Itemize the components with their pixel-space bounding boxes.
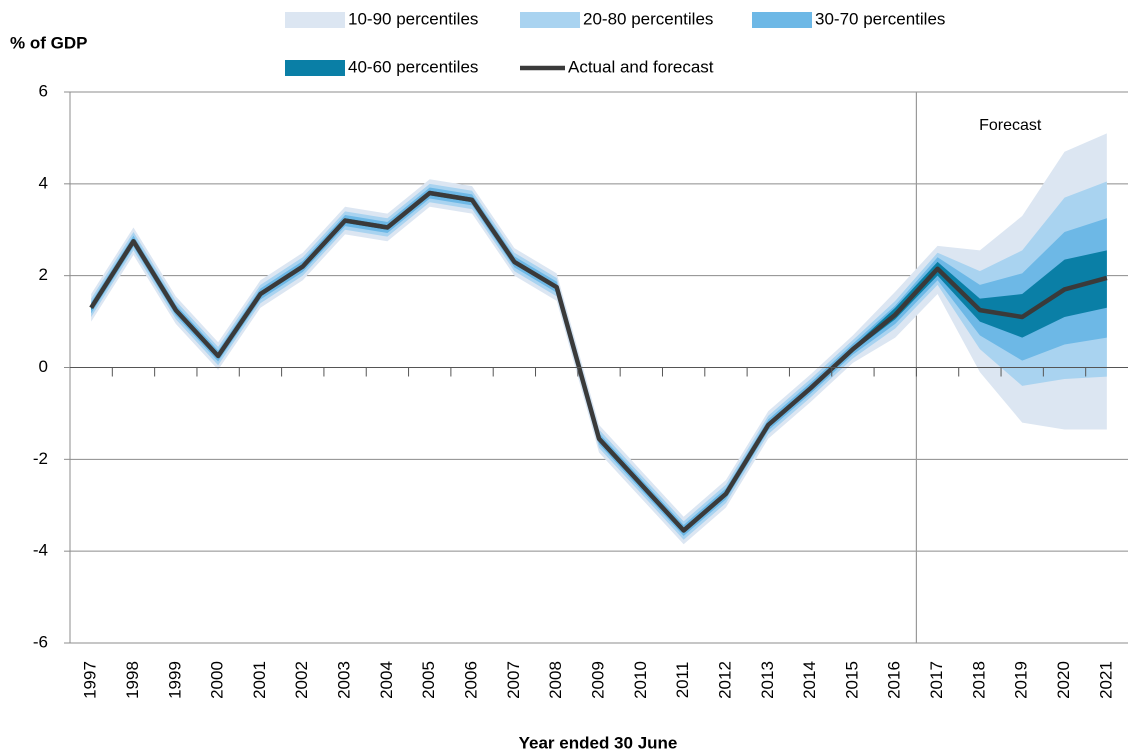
x-tick-label: 1999 — [165, 661, 184, 699]
x-tick-label: 2008 — [546, 661, 565, 699]
y-tick-label: -6 — [33, 632, 48, 651]
legend-swatch — [752, 12, 812, 28]
fan-band — [91, 190, 1107, 533]
x-tick-label: 2010 — [631, 661, 650, 699]
fan-band — [91, 187, 1107, 537]
legend-label: 40-60 percentiles — [348, 57, 478, 76]
y-axis-title: % of GDP — [10, 33, 87, 52]
x-tick-label: 2014 — [800, 661, 819, 699]
x-tick-label: 2015 — [842, 661, 861, 699]
y-tick-label: -4 — [33, 541, 48, 560]
x-tick-label: 1997 — [81, 661, 100, 699]
legend-swatch — [285, 60, 345, 76]
x-tick-label: 1998 — [123, 661, 142, 699]
x-tick-label: 2002 — [292, 661, 311, 699]
x-tick-label: 2005 — [419, 661, 438, 699]
legend-label: 30-70 percentiles — [815, 9, 945, 28]
x-axis-title: Year ended 30 June — [519, 733, 678, 752]
legend-swatch — [285, 12, 345, 28]
fan-band — [91, 181, 1107, 540]
line — [89, 190, 1108, 533]
x-tick-label: 2018 — [969, 661, 988, 699]
x-tick-label: 2016 — [885, 661, 904, 699]
x-tick-label: 2007 — [504, 661, 523, 699]
x-tick-label: 2000 — [208, 661, 227, 699]
x-tick-label: 2006 — [462, 661, 481, 699]
x-tick-label: 2003 — [335, 661, 354, 699]
legend-label: Actual and forecast — [568, 57, 714, 76]
x-tick-label: 2004 — [377, 661, 396, 699]
fan-band — [91, 133, 1107, 545]
legend-label: 20-80 percentiles — [583, 9, 713, 28]
x-tick-label: 2001 — [250, 661, 269, 699]
y-tick-label: 4 — [39, 173, 48, 192]
legend-label: 10-90 percentiles — [348, 9, 478, 28]
legend-swatch — [520, 12, 580, 28]
x-tick-label: 2017 — [927, 661, 946, 699]
x-tick-label: 2011 — [673, 662, 692, 699]
y-tick-label: 2 — [39, 265, 48, 284]
y-tick-label: -2 — [33, 449, 48, 468]
forecast-annotation: Forecast — [979, 117, 1042, 134]
x-tick-label: 2012 — [715, 661, 734, 699]
x-tick-label: 2009 — [588, 661, 607, 699]
x-tick-label: 2020 — [1054, 661, 1073, 699]
y-tick-label: 0 — [39, 357, 48, 376]
x-tick-label: 2021 — [1096, 661, 1115, 699]
y-tick-label: 6 — [39, 81, 48, 100]
x-tick-label: 2013 — [758, 661, 777, 699]
x-tick-label: 2019 — [1012, 661, 1031, 699]
